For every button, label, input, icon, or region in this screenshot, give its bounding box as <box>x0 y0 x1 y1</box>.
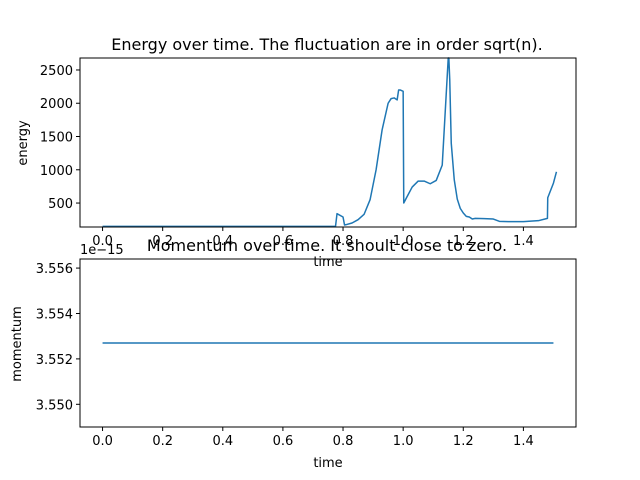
momentum-y-tick-label: 3.550 <box>36 398 73 413</box>
energy-x-tick-label: 0.2 <box>152 234 173 249</box>
energy-x-tick-label: 1.4 <box>513 234 534 249</box>
energy-x-axis-label: time <box>313 255 342 270</box>
momentum-offset-text: 1e−15 <box>80 243 124 258</box>
energy-chart: Energy over time. The fluctuation are in… <box>16 35 577 270</box>
momentum-x-tick-label: 0.2 <box>152 434 173 449</box>
momentum-x-tick-label: 1.4 <box>513 434 534 449</box>
energy-y-tick-label: 2500 <box>40 64 73 79</box>
energy-y-axis-label: energy <box>16 120 31 166</box>
momentum-x-tick-label: 0.0 <box>92 434 113 449</box>
energy-tick-labels: 0.0 0.2 0.4 0.6 0.8 1.0 1.2 1.4 500 1000 1500 2000 2… <box>40 64 534 249</box>
momentum-axes-frame <box>79 258 577 428</box>
energy-tick-marks <box>76 69 524 231</box>
momentum-x-tick-label: 0.6 <box>273 434 294 449</box>
momentum-x-tick-label: 1.0 <box>393 434 414 449</box>
momentum-y-tick-label: 3.556 <box>36 262 73 277</box>
momentum-y-tick-label: 3.554 <box>36 307 73 322</box>
energy-y-tick-label: 1500 <box>40 131 73 146</box>
energy-series-line <box>102 57 558 228</box>
momentum-chart: Momentum over time. It shoult close to z… <box>10 236 577 471</box>
energy-y-tick-label: 1000 <box>40 164 73 179</box>
momentum-y-axis-label: momentum <box>10 306 25 382</box>
energy-x-tick-label: 0.8 <box>333 234 354 249</box>
momentum-tick-labels: 0.0 0.2 0.4 0.6 0.8 1.0 1.2 1.4 3.550 3.552 3.554 3… <box>36 262 534 449</box>
energy-x-tick-label: 1.2 <box>453 234 474 249</box>
energy-y-tick-label: 2000 <box>40 97 73 112</box>
energy-axes-frame <box>79 57 577 228</box>
energy-chart-title: Energy over time. The fluctuation are in… <box>111 35 542 54</box>
momentum-x-tick-label: 1.2 <box>453 434 474 449</box>
momentum-x-tick-label: 0.8 <box>333 434 354 449</box>
momentum-x-tick-label: 0.4 <box>212 434 233 449</box>
momentum-chart-title: Momentum over time. It shoult close to z… <box>147 236 507 255</box>
energy-y-tick-label: 500 <box>48 197 73 212</box>
energy-x-tick-label: 0.0 <box>92 234 113 249</box>
momentum-y-tick-label: 3.552 <box>36 353 73 368</box>
momentum-x-axis-label: time <box>313 456 342 471</box>
energy-x-tick-label: 1.0 <box>393 234 414 249</box>
energy-x-tick-label: 0.4 <box>212 234 233 249</box>
momentum-tick-marks <box>76 267 524 431</box>
energy-x-tick-label: 0.6 <box>273 234 294 249</box>
